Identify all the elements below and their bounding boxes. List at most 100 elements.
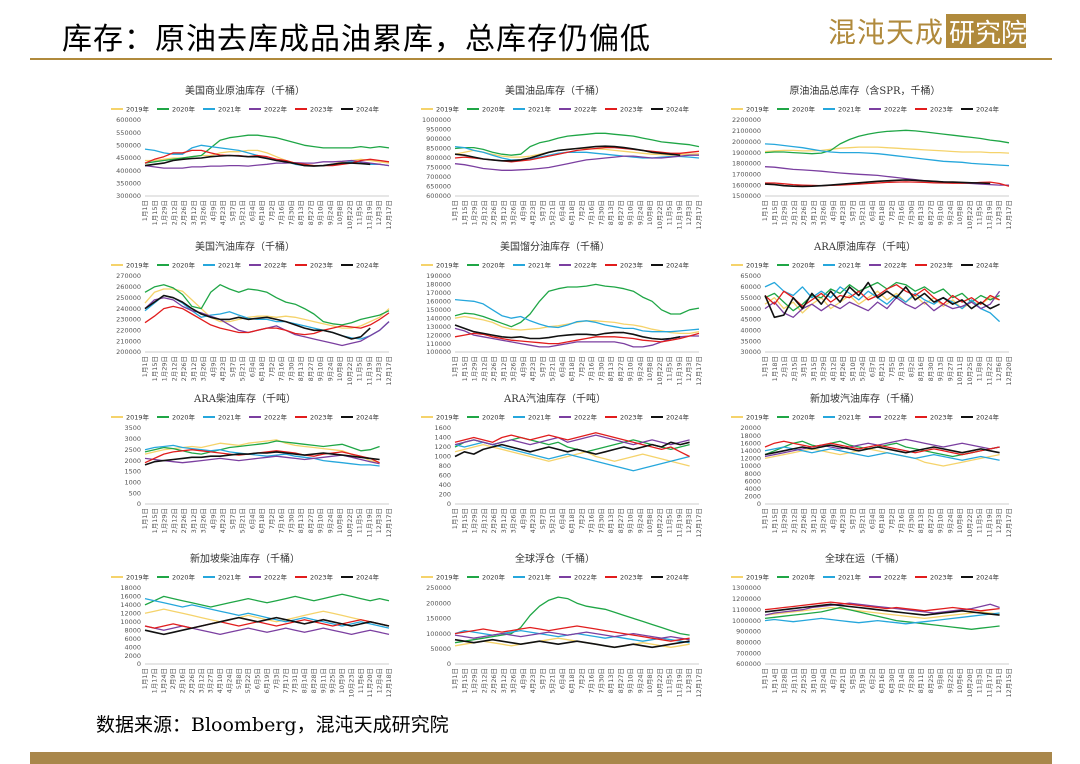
y-tick-label: 180000 (426, 281, 451, 289)
x-tick-label: 2月12日 (480, 508, 488, 533)
y-tick-label: 0 (137, 500, 141, 508)
brand-logo: 混沌天成 研究院 (828, 14, 1027, 49)
legend-item: 2019年 (111, 261, 150, 270)
y-tick-label: 900000 (426, 135, 451, 143)
x-tick-label: 8月13日 (607, 356, 615, 381)
x-tick-label: 7月14日 (898, 668, 906, 693)
x-tick-label: 5月7日 (539, 668, 547, 689)
x-tick-label: 7月30日 (907, 508, 915, 533)
series-line-2022年 (144, 159, 390, 169)
y-tick-label: 200000 (116, 348, 141, 356)
y-tick-label: 700000 (426, 173, 451, 181)
legend-item: 2019年 (111, 573, 150, 582)
x-tick-label: 2月25日 (800, 668, 808, 693)
x-tick-label: 5月21日 (549, 200, 557, 225)
series-line-2024年 (454, 324, 681, 341)
x-tick-label: 2月26日 (180, 508, 188, 533)
x-tick-label: 8月25日 (927, 668, 935, 693)
svg-text:2019年: 2019年 (746, 573, 770, 582)
x-tick-label: 3月26日 (200, 356, 208, 381)
series-line-2021年 (454, 298, 700, 333)
y-tick-label: 600 (439, 472, 451, 480)
x-tick-label: 10月22日 (656, 508, 664, 538)
x-tick-label: 11月5日 (666, 200, 674, 225)
svg-text:2020年: 2020年 (172, 261, 196, 270)
x-tick-label: 11月19日 (365, 356, 373, 386)
x-tick-label: 8月27日 (307, 356, 315, 381)
x-tick-label: 7月30日 (287, 200, 295, 225)
legend-item: 2024年 (651, 261, 690, 270)
series-line-2023年 (764, 440, 1000, 456)
svg-text:2021年: 2021年 (838, 413, 862, 422)
y-tick-label: 1600000 (732, 181, 761, 189)
y-tick-label: 6000 (744, 477, 761, 485)
chart-panel-11: 全球浮仓（千桶） 2019年 2020年 2021年 2022年 2023年 2024年 25… (421, 552, 703, 698)
chart-panel-1: 美国商业原油库存（千桶） 2019年 2020年 2021年 2022年 2023年 202… (111, 84, 393, 230)
x-tick-label: 5月21日 (549, 508, 557, 533)
chart-title: ARA柴油库存（千吨） (193, 392, 296, 405)
svg-text:2024年: 2024年 (356, 105, 380, 114)
x-tick-label: 1月1日 (451, 508, 459, 529)
x-tick-label: 8月11日 (917, 668, 925, 693)
x-tick-label: 2月26日 (490, 668, 498, 693)
x-tick-label: 5月7日 (539, 356, 547, 377)
x-tick-label: 3月26日 (200, 508, 208, 533)
x-tick-label: 6月18日 (568, 668, 576, 693)
x-tick-label: 7月5日 (888, 356, 896, 377)
svg-text:2022年: 2022年 (884, 413, 908, 422)
y-tick-label: 800 (439, 462, 451, 470)
x-tick-label: 11月5日 (666, 356, 674, 381)
svg-text:2021年: 2021年 (218, 413, 242, 422)
legend-item: 2019年 (731, 573, 770, 582)
y-tick-label: 250000 (426, 584, 451, 592)
x-tick-label: 7月2日 (578, 200, 586, 221)
x-tick-label: 5月7日 (539, 508, 547, 529)
y-tick-label: 800000 (426, 154, 451, 162)
x-tick-label: 7月16日 (898, 200, 906, 225)
x-tick-label: 6月18日 (258, 356, 266, 381)
x-tick-label: 2月26日 (490, 356, 498, 381)
y-tick-label: 600000 (736, 660, 761, 668)
x-tick-label: 7月30日 (597, 668, 605, 693)
svg-text:2023年: 2023年 (930, 573, 954, 582)
x-tick-label: 4月9日 (209, 508, 217, 529)
y-tick-label: 500000 (116, 142, 141, 150)
x-tick-label: 7月2日 (268, 508, 276, 529)
x-tick-label: 6月4日 (558, 356, 566, 377)
x-tick-label: 3月26日 (820, 200, 828, 225)
legend-item: 2021年 (823, 573, 862, 582)
x-tick-label: 2月26日 (800, 508, 808, 533)
series-line-2024年 (764, 444, 1000, 456)
x-tick-label: 5月7日 (849, 200, 857, 221)
x-tick-label: 8月28日 (310, 668, 318, 693)
chart-title: 全球浮仓（千桶） (515, 552, 595, 565)
svg-text:2022年: 2022年 (574, 105, 598, 114)
x-tick-label: 4月9日 (519, 508, 527, 529)
series-line-2021年 (764, 612, 1000, 625)
y-tick-label: 250000 (116, 294, 141, 302)
svg-text:2021年: 2021年 (838, 261, 862, 270)
series-line-2020年 (144, 134, 390, 164)
x-tick-label: 12月17日 (1005, 508, 1013, 538)
svg-text:2022年: 2022年 (574, 261, 598, 270)
y-tick-label: 2100000 (732, 127, 761, 135)
x-tick-label: 5月21日 (239, 356, 247, 381)
x-tick-label: 1月29日 (161, 200, 169, 225)
chart-panel-6: ARA原油库存（千吨） 2019年 2020年 2021年 2022年 2023年 2024… (731, 240, 1013, 386)
x-tick-label: 4月21日 (839, 668, 847, 693)
x-tick-label: 8月13日 (607, 508, 615, 533)
chart-panel-12: 全球在运（千桶） 2019年 2020年 2021年 2022年 2023年 2024年 13… (731, 552, 1013, 698)
y-tick-label: 120000 (426, 331, 451, 339)
y-tick-label: 6000 (124, 635, 141, 643)
legend-item: 2022年 (559, 573, 598, 582)
x-tick-label: 7月30日 (597, 200, 605, 225)
svg-text:2019年: 2019年 (436, 261, 460, 270)
x-tick-label: 4月24日 (225, 668, 233, 693)
x-tick-label: 5月5日 (849, 668, 857, 689)
series-line-2020年 (454, 596, 690, 644)
x-tick-label: 8月14日 (301, 668, 309, 693)
x-tick-label: 8月27日 (617, 200, 625, 225)
x-tick-label: 11月5日 (976, 200, 984, 225)
legend-item: 2020年 (467, 261, 506, 270)
legend-item: 2024年 (651, 105, 690, 114)
